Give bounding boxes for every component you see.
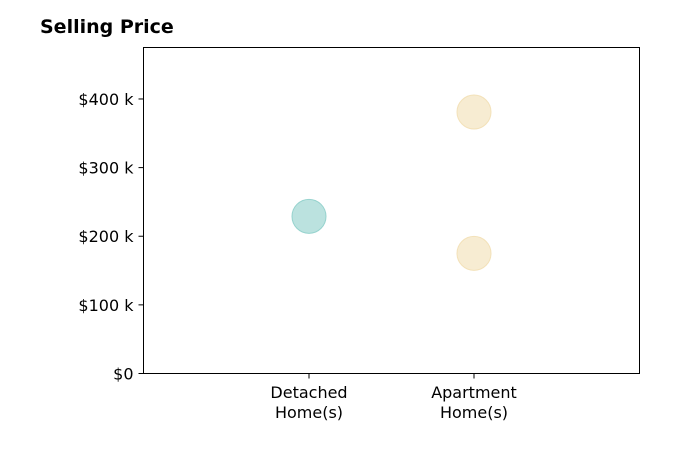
y-tick-label: $100 k (78, 296, 134, 315)
y-tick-label: $300 k (78, 159, 134, 178)
chart-title: Selling Price (40, 16, 174, 38)
data-point (456, 94, 492, 130)
x-tick-label: Detached Home(s) (270, 383, 347, 422)
x-tick-label: Apartment Home(s) (431, 383, 517, 422)
x-tick-label-line: Home(s) (440, 403, 508, 422)
y-tick-label: $0 (113, 365, 133, 384)
x-axis: Detached Home(s)Apartment Home(s) (270, 373, 517, 422)
y-axis: $0 $100 k $200 k $300 k $400 k (78, 90, 144, 384)
data-point (291, 198, 327, 234)
y-tick-label: $400 k (78, 90, 134, 109)
x-tick-label-line: Home(s) (275, 403, 343, 422)
data-points (291, 94, 492, 271)
data-point (456, 235, 492, 271)
x-tick-label-line: Apartment (431, 383, 517, 402)
x-tick-label-line: Detached (270, 383, 347, 402)
y-tick-label: $200 k (78, 227, 134, 246)
plot-area-frame (143, 47, 640, 374)
